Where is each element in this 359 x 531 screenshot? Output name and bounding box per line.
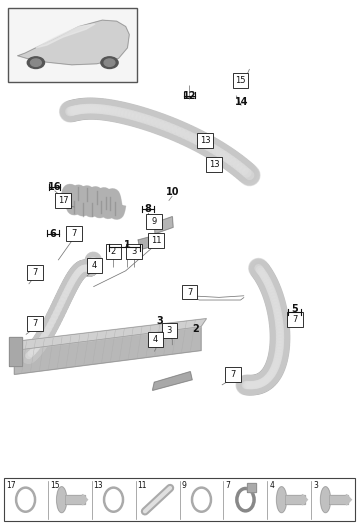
FancyBboxPatch shape [182, 285, 197, 299]
FancyBboxPatch shape [55, 193, 71, 208]
Text: 3: 3 [167, 326, 172, 335]
FancyBboxPatch shape [87, 258, 102, 273]
Text: 4: 4 [270, 481, 275, 490]
Text: 12: 12 [182, 91, 196, 100]
Ellipse shape [321, 487, 331, 512]
Text: 3: 3 [156, 316, 163, 326]
Text: 15: 15 [235, 76, 246, 85]
Polygon shape [346, 494, 351, 505]
Text: 11: 11 [138, 481, 147, 490]
FancyBboxPatch shape [4, 478, 355, 521]
Ellipse shape [101, 57, 118, 68]
FancyBboxPatch shape [162, 323, 177, 338]
FancyBboxPatch shape [126, 244, 142, 259]
Polygon shape [302, 494, 307, 505]
FancyBboxPatch shape [146, 214, 162, 229]
Ellipse shape [31, 59, 41, 66]
Text: 13: 13 [94, 481, 103, 490]
Polygon shape [83, 494, 88, 505]
Text: 13: 13 [200, 136, 211, 145]
FancyBboxPatch shape [148, 233, 164, 248]
FancyBboxPatch shape [148, 332, 163, 347]
Polygon shape [65, 495, 85, 504]
Polygon shape [247, 483, 256, 492]
Text: 5: 5 [291, 304, 298, 314]
Text: 1: 1 [124, 241, 131, 250]
Text: 17: 17 [58, 196, 69, 205]
Text: 10: 10 [165, 187, 179, 197]
Text: 7: 7 [226, 481, 230, 490]
Polygon shape [36, 24, 95, 48]
Polygon shape [138, 235, 160, 250]
Text: 7: 7 [32, 268, 37, 277]
Polygon shape [154, 217, 173, 234]
Polygon shape [329, 495, 349, 504]
FancyBboxPatch shape [106, 244, 121, 259]
Text: 14: 14 [234, 97, 248, 107]
Polygon shape [14, 319, 206, 350]
FancyBboxPatch shape [233, 73, 248, 88]
Text: 7: 7 [231, 370, 236, 379]
FancyBboxPatch shape [66, 226, 82, 241]
FancyBboxPatch shape [225, 367, 241, 382]
FancyBboxPatch shape [27, 316, 43, 331]
Text: 3: 3 [314, 481, 318, 490]
Ellipse shape [57, 487, 67, 512]
Text: 4: 4 [153, 336, 158, 344]
Polygon shape [9, 337, 22, 366]
Text: 9: 9 [182, 481, 187, 490]
Polygon shape [153, 372, 192, 390]
Text: 2: 2 [111, 247, 116, 255]
Text: 4: 4 [92, 261, 97, 270]
Text: 11: 11 [151, 236, 162, 245]
Text: 6: 6 [50, 229, 56, 238]
Polygon shape [18, 20, 129, 65]
Text: 8: 8 [145, 204, 152, 214]
Ellipse shape [27, 57, 45, 68]
Text: 17: 17 [6, 481, 15, 490]
Ellipse shape [276, 487, 286, 512]
Text: 7: 7 [32, 320, 37, 328]
FancyBboxPatch shape [206, 157, 222, 172]
Text: 15: 15 [50, 481, 59, 490]
FancyBboxPatch shape [27, 265, 43, 280]
Text: 2: 2 [192, 324, 199, 334]
Polygon shape [285, 495, 304, 504]
Text: 7: 7 [72, 229, 77, 238]
Text: 16: 16 [48, 182, 61, 192]
Text: 9: 9 [151, 217, 156, 226]
Text: 7: 7 [293, 315, 298, 324]
Text: 7: 7 [187, 288, 192, 296]
Ellipse shape [104, 59, 115, 66]
FancyBboxPatch shape [287, 312, 303, 327]
FancyBboxPatch shape [8, 8, 137, 82]
Text: 3: 3 [132, 247, 137, 255]
Polygon shape [14, 327, 201, 374]
FancyBboxPatch shape [197, 133, 213, 148]
Text: 13: 13 [209, 160, 219, 168]
